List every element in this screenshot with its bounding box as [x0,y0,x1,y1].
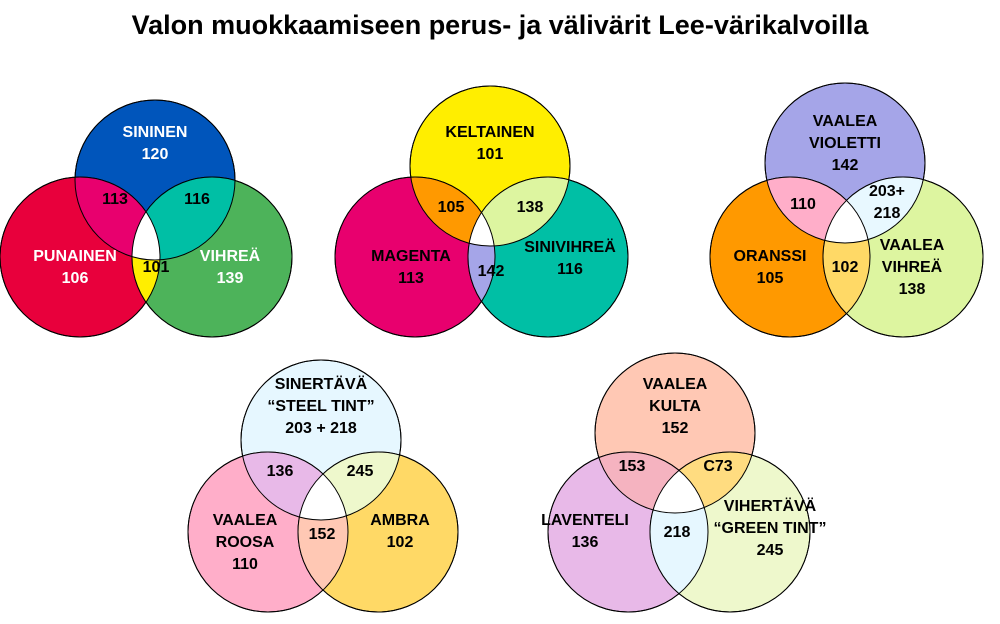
venn-cmy-overlap-label-0: 105 [438,199,465,216]
venn-secondary-circle-label-1: ORANSSI 105 [734,248,807,287]
venn-rgb-outline-2 [131,176,293,338]
venn-secondary-outline-0 [764,82,926,244]
venn-cmy-overlap-label-1: 138 [517,199,544,216]
venn-cmy-circle-label-0-line: KELTAINEN [445,124,534,141]
venn-cmy-circle-label-2-line: SINIVIHREÄ [524,238,616,256]
venn-secondary: VAALEA VIOLETTI 142 ORANSSI 105 VAALEA VIHREÄ 1… [709,82,984,338]
venn-secondary-circle-label-0-line: VAALEA [813,113,878,130]
venn-secondary-circle-label-2: VAALEA VIHREÄ 138 [880,237,945,298]
venn-pastels-circle-label-2-line: 245 [757,542,784,559]
venn-cmy-overlap-0 [410,177,495,246]
venn-tints-overlap-1 [298,452,401,520]
venn-cmy-circle-label-0-line: 101 [477,146,504,163]
venn-cmy-outline-0 [409,85,571,247]
venn-pastels-circle-label-0: VAALEA KULTA 152 [643,376,708,437]
venn-tints-overlap-0 [241,452,348,520]
venn-cmy-circle-label-2-line: 116 [557,261,583,278]
venn-rgb-circle-label-2: VIHREÄ 139 [200,247,261,287]
venn-secondary-outline-1 [709,176,871,338]
venn-secondary-overlap-label-1-line: 218 [874,205,901,222]
venn-secondary-circle-label-0: VAALEA VIOLETTI 142 [809,113,881,174]
venn-secondary-overlap-label-2: 102 [832,259,859,276]
venn-pastels-circle-label-0-line: VAALEA [643,376,708,393]
venn-rgb-circle-label-2-line: VIHREÄ [200,247,261,265]
venn-cmy-outline-2 [467,176,629,338]
venn-tints-outline-0 [240,359,402,521]
venn-tints-circle-label-2: AMBRA 102 [370,512,430,551]
venn-cmy-overlap-label-2: 142 [478,263,505,280]
venn-tints-circle-label-2-line: 102 [387,534,414,551]
venn-rgb-circle-label-1: PUNAINEN 106 [33,248,117,287]
venn-pastels: VAALEA KULTA 152 LAVENTELI 136 VIHERTÄVÄ “GREE… [541,352,827,613]
venn-secondary-circle-label-1-line: ORANSSI [734,248,807,265]
venn-pastels-circle-label-1: LAVENTELI 136 [541,512,629,551]
venn-cmy: KELTAINEN 101 MAGENTA 113 SINIVIHREÄ 116 105 13… [334,85,629,338]
venn-secondary-circle-label-1-line: 105 [757,270,784,287]
venn-pastels-overlap-label-1: C73 [703,458,732,475]
venn-cmy-circle-label-1-line: 113 [398,270,424,287]
venn-secondary-circle-label-0-line: 142 [832,157,859,174]
venn-tints-outline-1 [187,451,349,613]
venn-rgb-overlap-label-0: 113 [102,191,128,208]
venn-rgb-circle-label-2-line: 139 [217,270,244,287]
venn-pastels-outline-2 [649,451,811,613]
venn-tints: SINERTÄVÄ “STEEL TINT” 203 + 218 VAALEA ROOS… [187,359,459,613]
venn-cmy-outline-1 [334,176,496,338]
venn-pastels-circle-label-0-line: 152 [662,420,689,437]
venn-pastels-overlap-label-2: 218 [664,524,691,541]
venn-cmy-overlap-1 [468,177,570,246]
venn-tints-overlap-label-2: 152 [309,526,336,543]
venn-rgb-overlap-label-1: 116 [184,191,210,208]
venn-rgb: SININEN 120 PUNAINEN 106 VIHREÄ 139 113 116 101 [0,99,293,338]
venn-cmy-circle-label-1: MAGENTA 113 [371,248,451,287]
venn-pastels-circle-label-1-line: 136 [572,534,599,551]
venn-secondary-overlap-label-1: 203+ 218 [869,183,905,222]
venn-cmy-circle-label-2: SINIVIHREÄ 116 [524,238,616,278]
venn-tints-overlap-label-0: 136 [267,463,294,480]
venn-rgb-circle-label-0-line: SININEN [123,124,188,141]
venn-secondary-circle-label-2-line: 138 [899,281,926,298]
venn-pastels-circle-label-2: VIHERTÄVÄ “GREEN TINT” 245 [714,497,827,559]
venn-rgb-outline-1 [0,176,161,338]
venn-secondary-overlap-label-0: 110 [790,196,816,213]
venn-tints-circle-label-1-line: VAALEA [213,512,278,529]
venn-secondary-circle-label-2-line: VAALEA [880,237,945,254]
venn-pastels-circle-label-0-line: KULTA [649,398,701,415]
venn-secondary-overlap-1 [823,177,925,243]
venn-tints-circle-label-0: SINERTÄVÄ “STEEL TINT” 203 + 218 [267,375,374,437]
venn-cmy-circle-label-0: KELTAINEN 101 [445,124,534,163]
venn-tints-circle-label-0-line: “STEEL TINT” [267,398,374,415]
page-title: Valon muokkaamiseen perus- ja välivärit … [131,10,869,40]
venn-rgb-circle-label-1-line: PUNAINEN [33,248,117,265]
venn-pastels-overlap-label-0: 153 [619,458,646,475]
venn-tints-circle-label-1-line: 110 [232,556,258,573]
venn-secondary-overlap-label-1-line: 203+ [869,183,905,200]
venn-pastels-outline-0 [594,352,756,514]
venn-tints-circle-label-1: VAALEA ROOSA 110 [213,512,278,573]
venn-rgb-circle-label-1-line: 106 [62,270,89,287]
venn-pastels-circle-label-2-line: “GREEN TINT” [714,520,827,537]
venn-secondary-outline-2 [822,176,984,338]
venn-tints-overlap-label-1: 245 [347,463,374,480]
venn-rgb-circle-label-0: SININEN 120 [123,124,188,163]
venn-tints-circle-label-0-line: 203 + 218 [285,420,357,437]
venn-pastels-outline-1 [547,451,709,613]
venn-pastels-circle-label-2-line: VIHERTÄVÄ [724,497,817,515]
venn-pastels-circle-label-1-line: LAVENTELI [541,512,629,529]
venn-pastels-center [650,452,708,513]
venn-rgb-circle-label-0-line: 120 [142,146,169,163]
venn-secondary-circle-label-0-line: VIOLETTI [809,135,881,152]
venn-secondary-overlap-0 [765,177,870,243]
venn-tints-circle-label-2-line: AMBRA [370,512,430,529]
venn-rgb-overlap-label-2: 101 [143,259,170,276]
venn-tints-circle-label-0-line: SINERTÄVÄ [275,375,368,393]
venn-tints-circle-label-1-line: ROOSA [216,534,275,551]
venn-secondary-circle-label-2-line: VIHREÄ [882,258,943,276]
venn-tints-outline-2 [297,451,459,613]
venn-cmy-circle-label-1-line: MAGENTA [371,248,451,265]
